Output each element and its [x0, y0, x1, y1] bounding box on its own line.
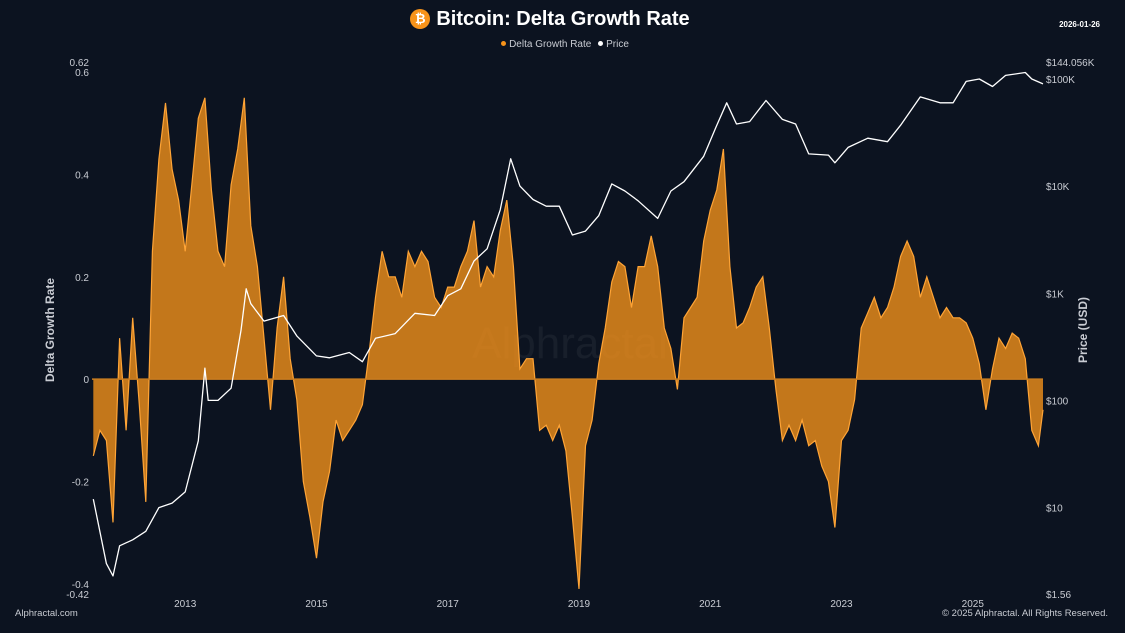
- y-right-tick-label: $100K: [1046, 75, 1075, 86]
- y-right-tick-label: $1.56: [1046, 590, 1071, 601]
- y-left-tick-label: 0.6: [75, 68, 89, 79]
- y-left-tick-label: 0.62: [70, 58, 90, 69]
- x-tick-label: 2023: [830, 599, 853, 610]
- x-tick-label: 2015: [305, 599, 328, 610]
- y-left-tick-label: -0.2: [72, 477, 90, 488]
- footer-copyright: © 2025 Alphractal. All Rights Reserved.: [942, 608, 1108, 619]
- y-right-tick-label: $100: [1046, 396, 1069, 407]
- delta-growth-line: [92, 97, 1044, 589]
- chart-title-text: Bitcoin: Delta Growth Rate: [436, 8, 690, 30]
- chart-title: ₿ Bitcoin: Delta Growth Rate: [0, 8, 1100, 31]
- bitcoin-icon: ₿: [410, 9, 431, 29]
- y-left-tick-label: -0.4: [72, 580, 90, 591]
- delta-growth-area: [93, 97, 1044, 589]
- legend-marker-delta: [501, 41, 507, 46]
- legend-label-delta: Delta Growth Rate: [509, 39, 592, 50]
- x-tick-label: 2021: [699, 599, 722, 610]
- y-left-tick-label: 0.4: [75, 171, 89, 182]
- y-left-tick-label: 0: [83, 375, 89, 386]
- y-right-tick-label: $1K: [1046, 289, 1064, 300]
- legend: Delta Growth Rate Price: [0, 39, 1125, 50]
- x-tick-label: 2013: [174, 599, 197, 610]
- y-right-axis-title: Price (USD): [1076, 297, 1090, 363]
- y-right-tick-label: $10K: [1046, 182, 1070, 193]
- legend-item-delta[interactable]: Delta Growth Rate: [501, 39, 591, 50]
- chart-date: 2026-01-26: [1059, 20, 1100, 29]
- y-left-tick-label: -0.42: [66, 590, 89, 601]
- y-left-axis-title: Delta Growth Rate: [43, 278, 57, 382]
- x-tick-label: 2019: [568, 599, 591, 610]
- x-tick-label: 2017: [437, 599, 460, 610]
- legend-marker-price: [598, 41, 604, 46]
- y-right-tick-label: $144.056K: [1046, 58, 1095, 69]
- x-tick-label: 2025: [962, 599, 985, 610]
- price-line: [92, 71, 1044, 577]
- y-left-tick-label: 0.2: [75, 273, 89, 284]
- legend-label-price: Price: [606, 39, 629, 50]
- y-right-tick-label: $10: [1046, 504, 1063, 515]
- legend-item-price[interactable]: Price: [598, 39, 629, 50]
- footer-source[interactable]: Alphractal.com: [15, 608, 78, 619]
